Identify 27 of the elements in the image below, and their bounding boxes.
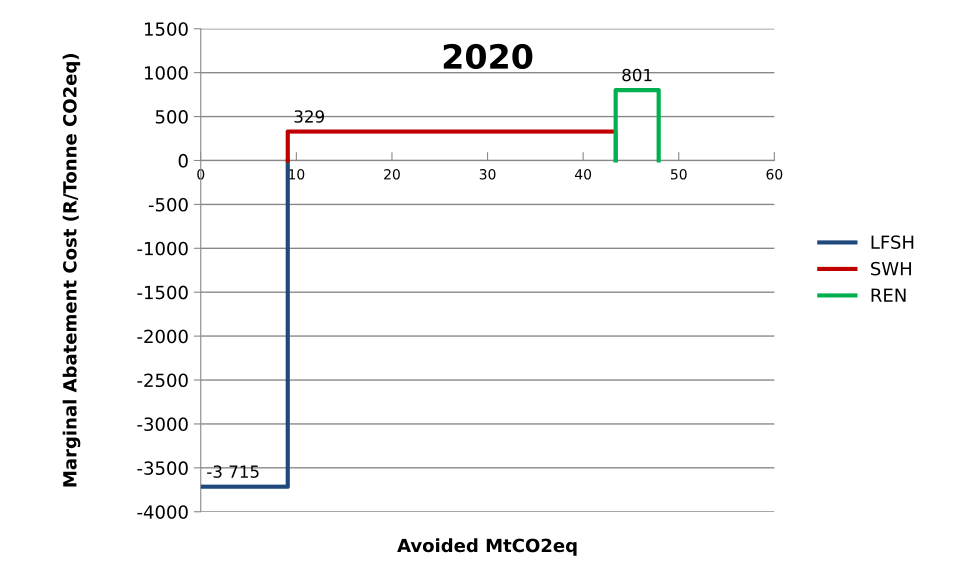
y-tick-label: -3500 — [137, 461, 188, 475]
y-axis-title: Marginal Abatement Cost (R/Tonne CO2eq) — [62, 54, 80, 486]
data-label: 801 — [622, 68, 652, 82]
y-tick-label: 1000 — [144, 66, 188, 80]
x-tick-label: 30 — [480, 169, 496, 180]
legend-label: REN — [872, 288, 906, 302]
y-tick-label: -1000 — [137, 242, 188, 256]
x-tick-label: 0 — [197, 169, 204, 180]
x-tick-label: 60 — [766, 169, 782, 180]
x-tick-label: 40 — [575, 169, 592, 180]
y-tick-label: 500 — [156, 110, 188, 124]
y-tick-label: 1500 — [144, 22, 188, 36]
y-tick-label: 0 — [178, 154, 188, 168]
x-tick-label: 20 — [384, 169, 400, 180]
legend-label: LFSH — [872, 235, 914, 249]
y-tick-label: -4000 — [137, 505, 188, 519]
y-tick-label: -500 — [148, 198, 188, 212]
y-tick-label: -2500 — [137, 373, 188, 388]
data-label: 329 — [294, 110, 324, 123]
x-tick-label: 50 — [670, 169, 687, 180]
y-tick-label: -2000 — [137, 330, 188, 344]
data-label: -3 715 — [207, 465, 259, 478]
x-axis-title: Avoided MtCO2eq — [397, 538, 577, 556]
chart-title: 2020 — [444, 44, 532, 70]
legend-label: SWH — [871, 262, 911, 276]
y-tick-label: -1500 — [137, 286, 188, 300]
y-tick-label: -3000 — [137, 417, 188, 432]
